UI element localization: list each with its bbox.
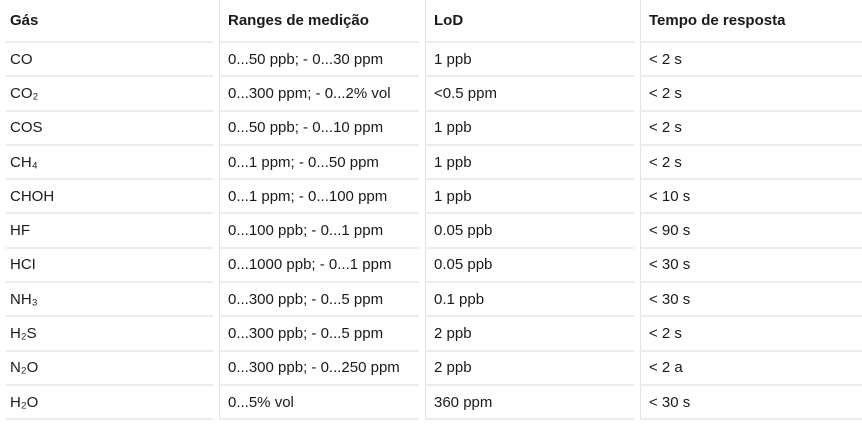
cell-range: 0...1000 ppb; - 0...1 ppm (219, 248, 419, 284)
table-row: CO 0...50 ppb; - 0...30 ppm 1 ppb < 2 s (6, 43, 862, 78)
table-header-row: Gás Ranges de medição LoD Tempo de respo… (6, 0, 862, 43)
cell-gas: NH₃ (6, 283, 213, 318)
cell-gas: H₂S (6, 317, 213, 352)
cell-lod: 2 ppb (425, 351, 634, 386)
cell-response-time: < 2 s (640, 317, 862, 352)
column-header-ranges: Ranges de medição (219, 0, 419, 43)
cell-gas: H₂O (6, 386, 213, 421)
table-row: CO₂ 0...300 ppm; - 0...2% vol <0.5 ppm <… (6, 77, 862, 112)
cell-range: 0...300 ppb; - 0...250 ppm (219, 351, 419, 386)
cell-lod: 1 ppb (425, 145, 634, 181)
cell-lod: 2 ppb (425, 317, 634, 352)
table-row: HCI 0...1000 ppb; - 0...1 ppm 0.05 ppb <… (6, 248, 862, 284)
column-header-response-time: Tempo de resposta (640, 0, 862, 43)
cell-gas: COS (6, 112, 213, 146)
cell-gas: CO (6, 43, 213, 78)
cell-range: 0...50 ppb; - 0...30 ppm (219, 43, 419, 78)
cell-range: 0...1 ppm; - 0...50 ppm (219, 145, 419, 181)
cell-lod: 0.05 ppb (425, 248, 634, 284)
column-header-gas: Gás (6, 0, 213, 43)
cell-range: 0...100 ppb; - 0...1 ppm (219, 214, 419, 249)
table-row: HF 0...100 ppb; - 0...1 ppm 0.05 ppb < 9… (6, 214, 862, 249)
table-row: COS 0...50 ppb; - 0...10 ppm 1 ppb < 2 s (6, 111, 862, 146)
table-row: H₂O 0...5% vol 360 ppm < 30 s (6, 385, 862, 421)
cell-range: 0...300 ppb; - 0...5 ppm (219, 317, 419, 352)
table-row: CHOH 0...1 ppm; - 0...100 ppm 1 ppb < 10… (6, 180, 862, 215)
cell-lod: 1 ppb (425, 180, 634, 215)
cell-response-time: < 90 s (640, 214, 862, 249)
table-row: H₂S 0...300 ppb; - 0...5 ppm 2 ppb < 2 s (6, 317, 862, 352)
cell-gas: CH₄ (6, 146, 213, 181)
cell-gas: N₂O (6, 352, 213, 386)
cell-response-time: < 30 s (640, 385, 862, 421)
cell-range: 0...300 ppb; - 0...5 ppm (219, 283, 419, 318)
cell-lod: 1 ppb (425, 111, 634, 146)
cell-range: 0...50 ppb; - 0...10 ppm (219, 111, 419, 146)
table-row: N₂O 0...300 ppb; - 0...250 ppm 2 ppb < 2… (6, 351, 862, 386)
cell-gas: CHOH (6, 180, 213, 215)
table-row: NH₃ 0...300 ppb; - 0...5 ppm 0.1 ppb < 3… (6, 283, 862, 318)
table-row: CH₄ 0...1 ppm; - 0...50 ppm 1 ppb < 2 s (6, 145, 862, 181)
cell-response-time: < 2 s (640, 111, 862, 146)
cell-range: 0...5% vol (219, 385, 419, 421)
cell-lod: 0.1 ppb (425, 283, 634, 318)
gas-spec-table: Gás Ranges de medição LoD Tempo de respo… (6, 0, 862, 421)
cell-gas: CO₂ (6, 77, 213, 112)
cell-lod: 1 ppb (425, 43, 634, 78)
cell-lod: 360 ppm (425, 385, 634, 421)
cell-gas: HF (6, 214, 213, 249)
cell-gas: HCI (6, 249, 213, 284)
cell-lod: 0.05 ppb (425, 214, 634, 249)
cell-response-time: < 2 a (640, 351, 862, 386)
cell-response-time: < 2 s (640, 145, 862, 181)
cell-range: 0...1 ppm; - 0...100 ppm (219, 180, 419, 215)
cell-response-time: < 2 s (640, 77, 862, 112)
cell-response-time: < 30 s (640, 283, 862, 318)
cell-response-time: < 10 s (640, 180, 862, 215)
cell-range: 0...300 ppm; - 0...2% vol (219, 77, 419, 112)
column-header-lod: LoD (425, 0, 634, 43)
cell-response-time: < 2 s (640, 43, 862, 78)
table-body: CO 0...50 ppb; - 0...30 ppm 1 ppb < 2 s … (6, 43, 862, 421)
cell-lod: <0.5 ppm (425, 77, 634, 112)
cell-response-time: < 30 s (640, 248, 862, 284)
